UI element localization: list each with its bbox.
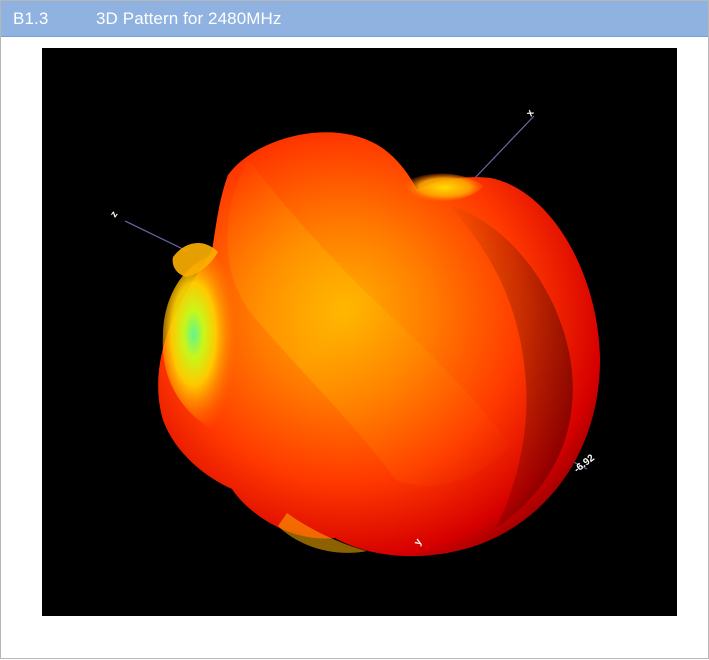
pattern-shadow-right <box>447 204 573 528</box>
3d-radiation-pattern: z x y -6.92 <box>108 107 601 557</box>
z-axis-label: z <box>108 209 120 219</box>
side-lobe-bump <box>172 243 218 277</box>
x-axis-label: x <box>524 107 536 118</box>
y-axis-label: y <box>412 537 425 548</box>
left-pattern-lobe <box>162 254 240 432</box>
3d-pattern-panel: z x y -6.92 <box>42 48 677 616</box>
section-title-bar: B1.3 3D Pattern for 2480MHz <box>1 1 708 37</box>
pattern-highlight-band <box>227 159 512 486</box>
upper-pattern-lobe <box>405 173 484 202</box>
x-axis-line <box>471 115 535 182</box>
section-title: 3D Pattern for 2480MHz <box>96 9 282 28</box>
z-axis-line <box>124 220 188 252</box>
section-number: B1.3 <box>13 9 49 28</box>
lower-pattern-highlight <box>278 513 367 553</box>
